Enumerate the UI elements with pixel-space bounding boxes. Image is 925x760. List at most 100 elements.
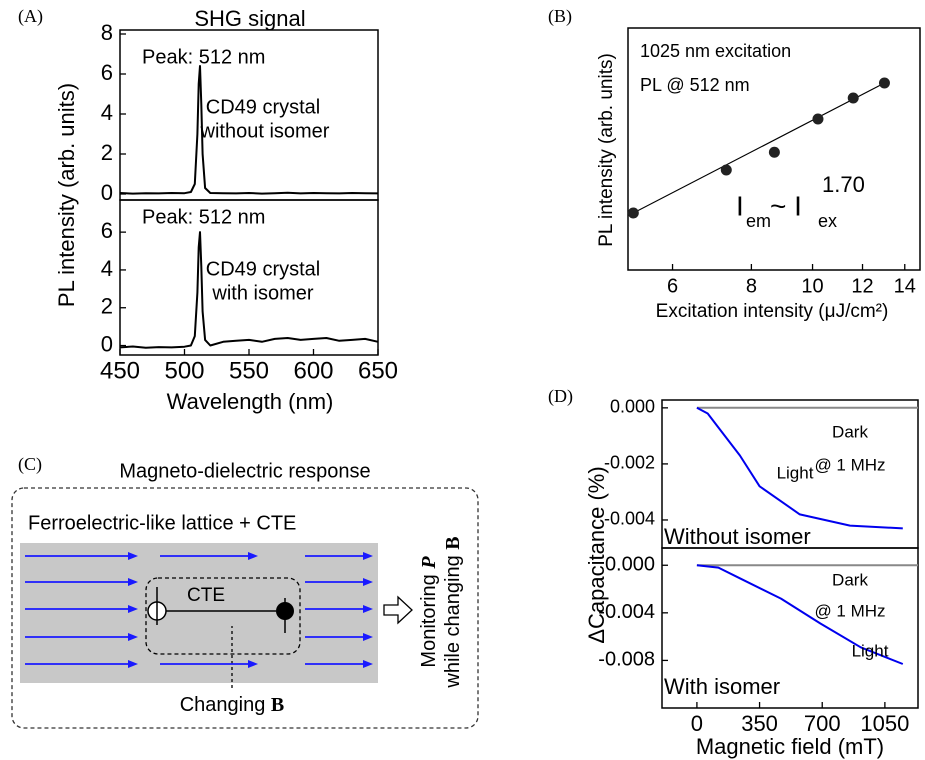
formula: 1.70 <box>822 172 865 197</box>
y-tick-label: 4 <box>101 100 113 125</box>
formula: I <box>736 190 744 221</box>
lattice-arrowhead <box>128 552 138 560</box>
series-label: Dark <box>832 422 868 441</box>
annotation: CD49 crystal <box>206 258 320 280</box>
monitor-symbol: B <box>442 536 464 549</box>
lattice-arrowhead <box>128 660 138 668</box>
monitor-line: while changing B <box>442 536 465 688</box>
y-tick-label: 4 <box>101 256 113 281</box>
annotation: 1025 nm excitation <box>640 41 791 61</box>
x-tick-label: 6 <box>667 275 678 297</box>
lattice-arrowhead <box>248 660 258 668</box>
y-tick-label: 2 <box>101 294 113 319</box>
panel-label: (A) <box>18 6 43 27</box>
y-tick-label: 6 <box>101 218 113 243</box>
x-tick-label: 650 <box>358 357 398 384</box>
annotation: Peak: 512 nm <box>142 206 265 228</box>
x-tick-label: 14 <box>894 275 916 297</box>
monitor-text: Monitoring <box>418 569 440 668</box>
y-tick-label: 2 <box>101 140 113 165</box>
lattice-arrowhead <box>363 552 373 560</box>
y-tick-label: 8 <box>101 20 113 45</box>
panel-label: (C) <box>18 454 42 475</box>
lattice-label: Ferroelectric-like lattice + CTE <box>28 512 296 534</box>
y-tick-label: -0.008 <box>598 649 655 671</box>
data-point <box>812 113 824 125</box>
x-tick-label: 1050 <box>860 711 909 736</box>
y-axis-label: PL intensity (arb. units) <box>54 83 79 307</box>
x-axis-label: Magnetic field (mT) <box>696 734 884 759</box>
data-point <box>627 207 639 219</box>
data-line <box>119 231 379 349</box>
formula: ex <box>818 211 837 231</box>
formula: ~ I <box>770 190 802 221</box>
field-symbol: B <box>271 694 284 716</box>
plot-frame <box>627 27 921 271</box>
monitor-line: Monitoring P <box>418 556 441 668</box>
annotation: Without isomer <box>664 524 811 549</box>
annotation: CD49 crystal <box>206 96 320 118</box>
lattice-arrowhead <box>363 578 373 586</box>
y-tick-label: -0.004 <box>598 601 655 623</box>
plot-frame <box>661 547 919 709</box>
lattice <box>20 543 378 683</box>
data-point <box>847 92 859 104</box>
x-axis-label: Wavelength (nm) <box>167 389 334 414</box>
lattice-arrowhead <box>363 660 373 668</box>
diagram: Magneto-dielectric response Ferroelectri… <box>11 460 479 729</box>
lattice-arrowhead <box>128 633 138 641</box>
annotation: with isomer <box>211 282 313 304</box>
y-tick-label: -0.004 <box>604 509 655 529</box>
x-tick-label: 450 <box>100 357 140 384</box>
series-label: Dark <box>832 570 868 589</box>
x-tick-label: 10 <box>801 275 823 297</box>
y-tick-label: 0.000 <box>605 554 655 576</box>
annotation: Peak: 512 nm <box>142 46 265 68</box>
chart-title: SHG signal <box>194 6 305 31</box>
data-point <box>878 77 890 89</box>
y-axis-label: ΔCapacitance (%) <box>584 466 609 643</box>
y-tick-label: -0.002 <box>604 453 655 473</box>
field-text: Changing <box>180 694 271 716</box>
data-line <box>696 564 904 665</box>
data-point <box>720 164 732 176</box>
field-label: Changing B <box>180 694 285 717</box>
fit-line <box>633 82 885 214</box>
series-label: Light <box>777 463 814 482</box>
series-label: Light <box>852 641 889 660</box>
x-tick-label: 550 <box>229 357 269 384</box>
x-tick-label: 12 <box>851 275 873 297</box>
monitor-symbol: P <box>418 556 440 570</box>
x-tick-label: 600 <box>293 357 333 384</box>
cte-label: CTE <box>187 585 225 606</box>
x-tick-label: 350 <box>741 711 778 736</box>
x-tick-label: 8 <box>746 275 757 297</box>
x-axis-label: Excitation intensity (μJ/cm²) <box>656 301 889 322</box>
lattice-arrowhead <box>248 552 258 560</box>
diagram-title: Magneto-dielectric response <box>119 460 370 482</box>
y-tick-label: 0 <box>101 331 113 356</box>
y-axis-label: PL intensity (arb. units) <box>596 53 617 247</box>
panel-label: (B) <box>548 6 572 27</box>
diagram-frame <box>11 487 479 729</box>
y-tick-label: 6 <box>101 60 113 85</box>
y-tick-label: 0 <box>101 180 113 205</box>
annotation: PL @ 512 nm <box>640 75 750 95</box>
annotation: With isomer <box>664 674 780 699</box>
y-tick-label: 0.000 <box>610 397 655 417</box>
data-line <box>119 65 379 195</box>
x-tick-label: 0 <box>691 711 703 736</box>
data-line <box>696 406 903 530</box>
lattice-arrowhead <box>363 605 373 613</box>
formula: em <box>746 211 771 231</box>
x-tick-label: 500 <box>164 357 204 384</box>
annotation: @ 1 MHz <box>814 455 885 474</box>
monitor-text: while changing <box>442 550 464 689</box>
lattice-arrowhead <box>128 578 138 586</box>
annotation: @ 1 MHz <box>814 601 885 620</box>
lattice-arrowhead <box>128 605 138 613</box>
output-arrow <box>383 595 413 625</box>
panel-label: (D) <box>548 386 573 407</box>
annotation: without isomer <box>200 120 330 142</box>
